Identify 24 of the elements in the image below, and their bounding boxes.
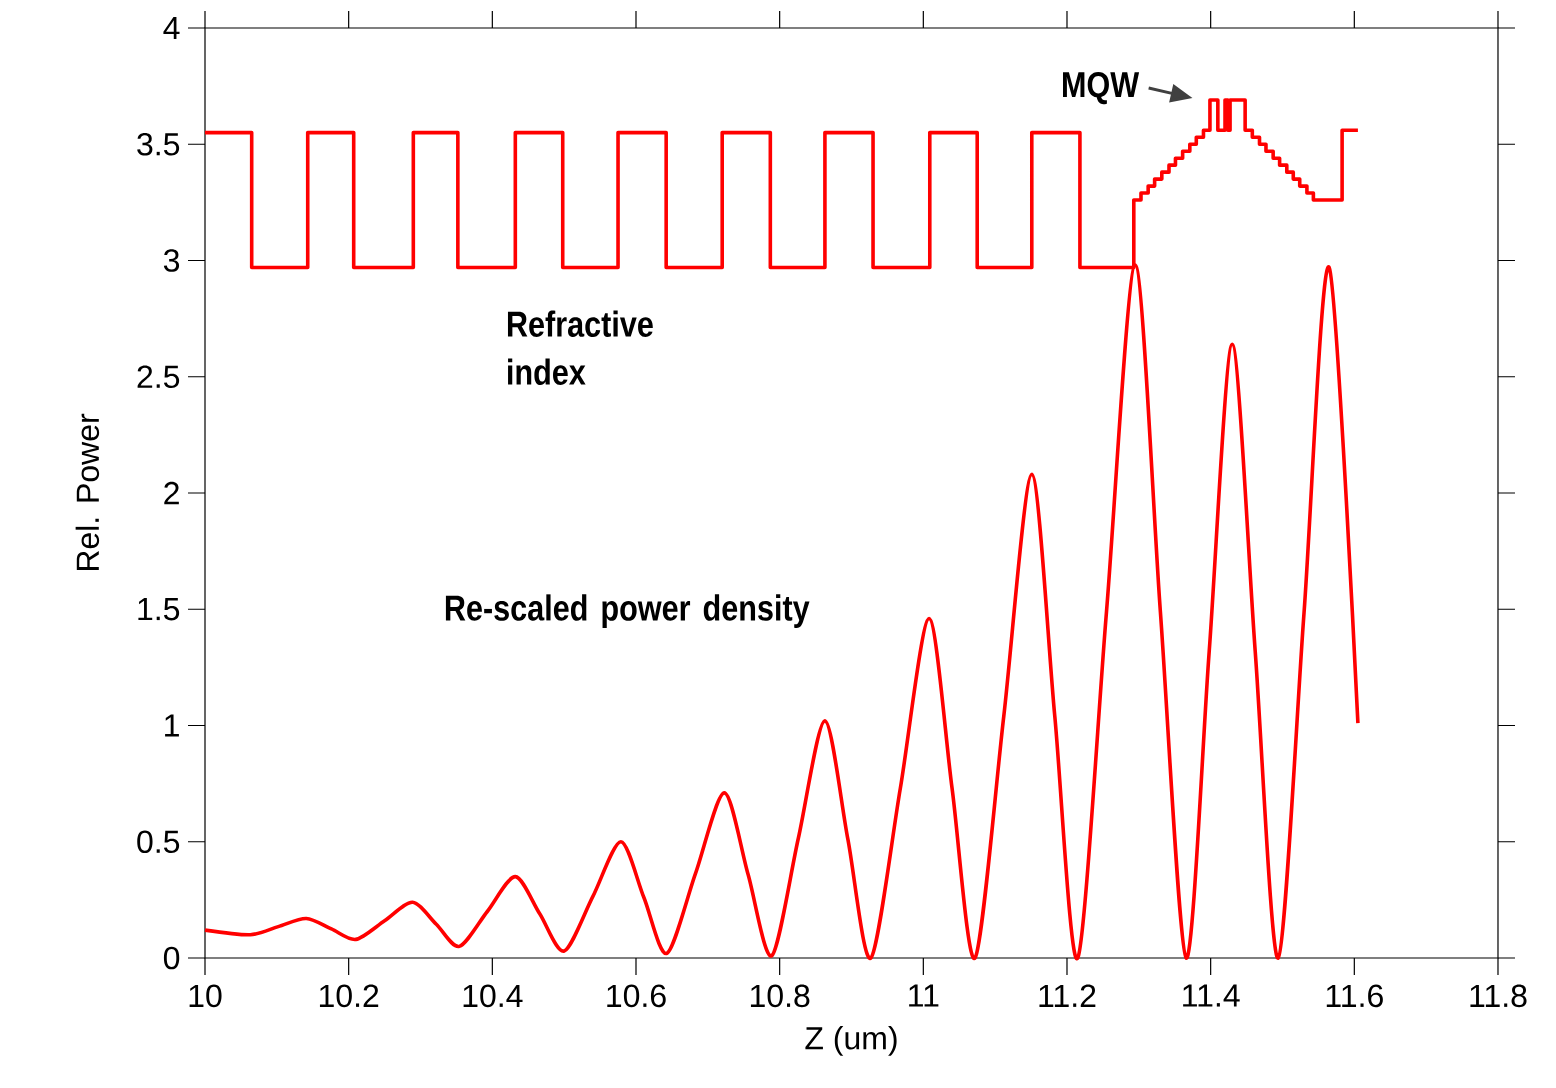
text: Re-scaled power density	[445, 594, 810, 628]
x-tick-label: 10.4	[463, 984, 523, 1008]
x-tick-label: 11.8	[1470, 984, 1527, 1008]
y-tick-label: 1	[165, 714, 179, 737]
y-tick-label: 3.5	[137, 132, 180, 156]
y-tick-label: 0	[163, 946, 180, 970]
x-tick-label: 10.2	[319, 984, 379, 1008]
x-tick-label: 10.6	[607, 984, 666, 1008]
x-tick-label: 11.2	[1039, 984, 1096, 1007]
y-tick-label: 3	[163, 249, 180, 272]
y-tick-label: 2.5	[137, 365, 180, 389]
series-label: Refractive index	[507, 310, 653, 385]
x-tick-label: 11	[909, 984, 939, 1007]
y-axis-title: Rel. Power	[75, 413, 100, 571]
x-axis-title: Z (um)	[805, 1026, 897, 1056]
x-tick-label: 10	[189, 984, 222, 1008]
y-tick-label: 4	[163, 17, 180, 39]
annotation: MQW	[1063, 71, 1140, 105]
x-tick-label: 11.6	[1326, 984, 1383, 1008]
x-tick-label: 10.8	[750, 984, 810, 1008]
x-tick-label: 11.4	[1183, 984, 1240, 1007]
y-tick-label: 1.5	[138, 598, 180, 621]
y-tick-label: 0.5	[137, 830, 180, 854]
y-tick-label: 2	[164, 481, 179, 505]
